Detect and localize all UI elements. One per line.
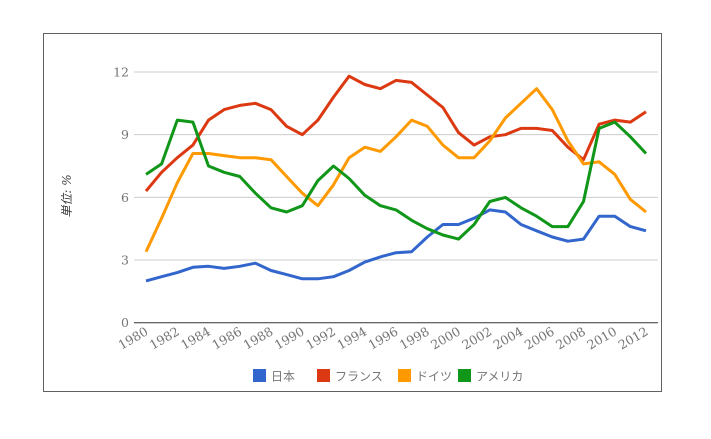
- x-tick-label: 2006: [522, 324, 557, 353]
- x-tick-label: 1988: [240, 324, 275, 353]
- series-line-usa[interactable]: [145, 118, 648, 241]
- y-tick-label: 6: [121, 190, 129, 205]
- y-tick-label: 12: [113, 65, 129, 80]
- legend-swatch-usa: [458, 369, 471, 382]
- legend-label-france: フランス: [335, 370, 383, 384]
- legend-swatch-japan: [253, 369, 266, 382]
- x-tick-label: 1984: [178, 324, 213, 353]
- legend-label-germany: ドイツ: [416, 370, 452, 384]
- y-tick-label: 9: [121, 127, 129, 142]
- y-tick-label: 0: [121, 315, 129, 330]
- legend-label-usa: アメリカ: [476, 370, 523, 384]
- x-tick-label: 2012: [615, 324, 650, 353]
- x-tick-label: 2010: [584, 324, 619, 353]
- x-tick-label: 1990: [272, 324, 307, 353]
- y-axis-title: 単位: %: [60, 174, 74, 217]
- legend-swatch-germany: [398, 369, 411, 382]
- legend-label-japan: 日本: [271, 370, 295, 384]
- x-tick-label: 1992: [303, 324, 338, 353]
- x-tick-label: 2008: [553, 324, 588, 353]
- chart-container: 0 3 6 9 12 1980 1982 1984 1986 1988 1990 1992 1994 19…: [43, 33, 662, 392]
- x-tick-label: 1982: [147, 324, 182, 353]
- x-tick-label: 1998: [397, 324, 432, 353]
- x-tick-label: 1986: [209, 324, 244, 353]
- x-tick-label: 1994: [334, 324, 369, 353]
- y-tick-label: 3: [121, 253, 129, 268]
- x-tick-label: 2002: [459, 324, 494, 353]
- x-tick-label: 2000: [428, 324, 463, 353]
- x-tick-label: 2004: [490, 324, 525, 353]
- series-line-france[interactable]: [144, 74, 647, 193]
- legend-swatch-france: [317, 369, 330, 382]
- series-line-japan[interactable]: [145, 208, 647, 283]
- series-line-germany[interactable]: [144, 87, 647, 253]
- x-tick-label: 1996: [365, 324, 400, 353]
- line-chart: 0369121980198219841986198819901992199419…: [60, 65, 658, 384]
